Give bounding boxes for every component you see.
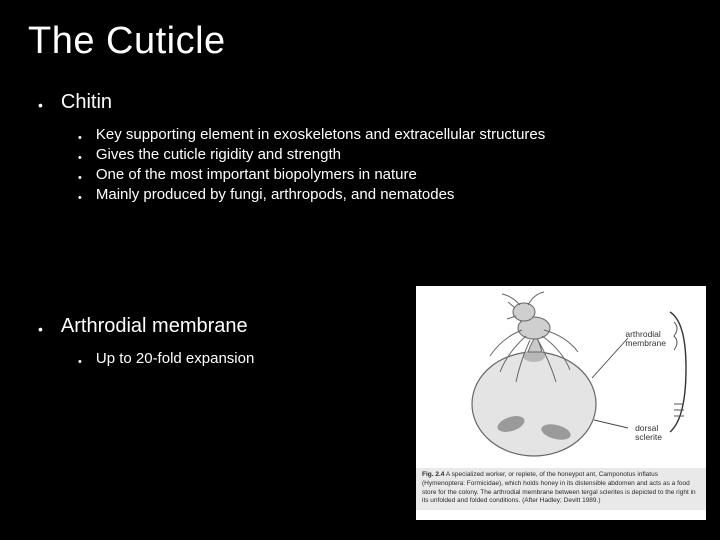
list-item: • One of the most important biopolymers … — [78, 166, 692, 183]
figure-caption-text: A specialized worker, or replete, of the… — [422, 471, 696, 504]
bullet-dot-icon: • — [78, 133, 82, 144]
bullet-dot-icon: • — [78, 357, 82, 368]
bullet-dot-icon: • — [78, 193, 82, 204]
figure-caption-prefix: Fig. 2.4 — [422, 471, 444, 478]
slide: The Cuticle • Chitin • Key supporting el… — [0, 0, 720, 540]
list-item: • Gives the cuticle rigidity and strengt… — [78, 146, 692, 163]
list-item: • Key supporting element in exoskeletons… — [78, 126, 692, 143]
list-item-text: Key supporting element in exoskeletons a… — [96, 126, 545, 143]
figure-caption: Fig. 2.4 A specialized worker, or replet… — [416, 468, 706, 510]
bullet-dot-icon: • — [78, 173, 82, 184]
section-heading-text: Arthrodial membrane — [61, 315, 248, 338]
bullet-dot-icon: • — [38, 98, 43, 112]
figure-panel: arthrodialmembrane dorsalsclerite Fig. 2… — [416, 286, 706, 520]
list-item-text: Gives the cuticle rigidity and strength — [96, 146, 341, 163]
section-heading: • Chitin — [38, 91, 692, 114]
list-item-text: Up to 20-fold expansion — [96, 350, 254, 367]
figure-label-dorsal: dorsalsclerite — [635, 424, 662, 443]
sub-list: • Key supporting element in exoskeletons… — [38, 126, 692, 203]
list-item: • Mainly produced by fungi, arthropods, … — [78, 186, 692, 203]
slide-title: The Cuticle — [28, 20, 692, 63]
bullet-dot-icon: • — [78, 153, 82, 164]
list-item-text: One of the most important biopolymers in… — [96, 166, 417, 183]
ant-diagram-svg — [416, 286, 706, 468]
section-heading-text: Chitin — [61, 91, 112, 114]
list-item-text: Mainly produced by fungi, arthropods, an… — [96, 186, 455, 203]
figure-label-arthrodial: arthrodialmembrane — [625, 330, 666, 349]
figure-drawing: arthrodialmembrane dorsalsclerite — [416, 286, 706, 468]
bullet-dot-icon: • — [38, 322, 43, 336]
